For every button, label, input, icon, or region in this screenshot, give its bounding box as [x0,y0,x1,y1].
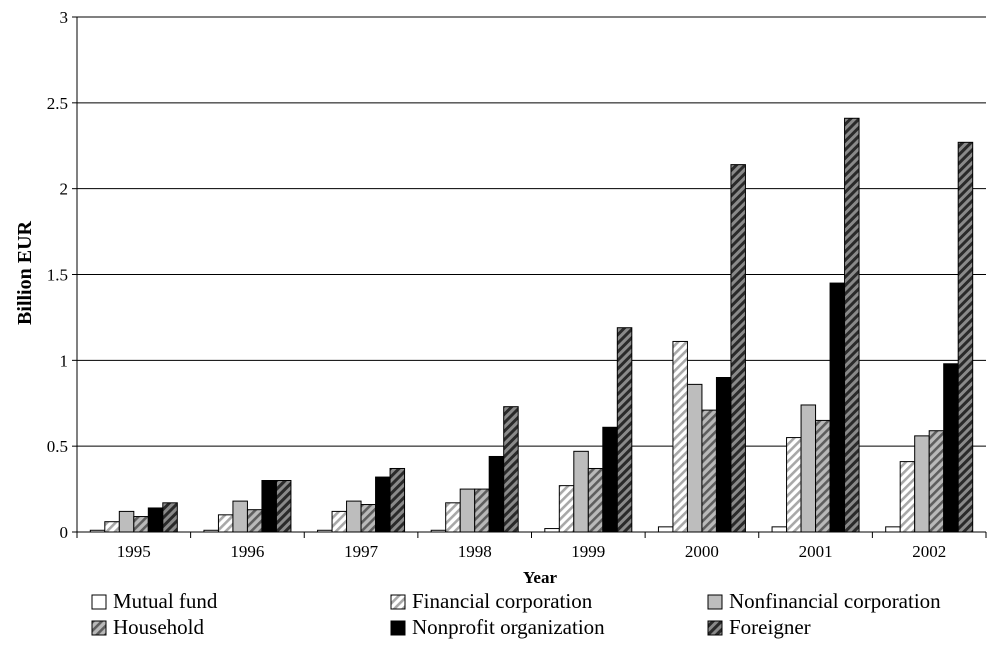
legend-swatch [91,594,107,610]
y-tick-label: 1 [60,351,69,370]
legend-swatch [390,594,406,610]
legend-label: Mutual fund [113,589,218,613]
bar [558,485,575,533]
bar [928,430,945,533]
bar [246,509,263,533]
bar [844,117,860,533]
x-tick-label: 2002 [912,542,946,561]
bar [118,510,135,533]
bar [829,282,846,533]
bar [616,327,633,533]
bar [360,504,377,533]
bar [943,363,959,533]
y-tick-label: 2 [60,180,69,199]
x-tick-labels: 1995 1996 1997 1998 1999 2000 2001 2002 [117,542,946,561]
bar [459,488,476,533]
bar [730,164,746,533]
legend-label: Foreigner [729,615,811,639]
bar [389,467,406,533]
bar [899,461,916,533]
legend-label: Financial corporation [412,589,593,613]
y-tick-label: 2.5 [47,94,68,113]
x-tick-label: 2001 [799,542,833,561]
bar [957,141,974,533]
bar [162,502,178,533]
axes [76,17,987,538]
bar [914,435,930,533]
x-tick-label: 1997 [344,542,379,561]
bar [503,406,519,533]
bar [544,528,560,533]
legend: Mutual fund Financial corporation Nonfinan… [91,589,941,639]
bar [602,426,618,533]
bar [573,450,589,533]
y-tick-labels: 0 0.5 1 1.5 2 2.5 3 [47,8,68,542]
bar [232,500,248,533]
legend-swatch [91,620,107,636]
x-axis-label: Year [523,568,557,587]
bars [89,117,974,533]
legend-label: Nonfinancial corporation [729,589,941,613]
bar [217,514,234,533]
x-tick-label: 2000 [685,542,719,561]
bar [445,502,461,533]
bar [474,488,490,533]
bar [375,476,391,533]
bar [133,516,149,533]
bar [261,480,277,533]
legend-label: Nonprofit organization [412,615,605,639]
y-tick-label: 3 [60,8,69,27]
y-tick-label: 0 [60,523,69,542]
bar [701,409,717,533]
bar [275,480,292,533]
bar [715,377,732,533]
legend-swatch [707,620,723,636]
legend-label: Household [113,615,204,639]
x-tick-label: 1998 [458,542,492,561]
bar [885,526,901,533]
bar [672,340,688,533]
bar [331,510,348,533]
bar [587,467,604,533]
x-tick-label: 1999 [571,542,605,561]
bar [800,404,817,533]
y-tick-label: 0.5 [47,437,68,456]
y-tick-label: 1.5 [47,266,68,285]
bar [771,526,788,533]
bar [147,507,164,533]
bar [657,526,674,533]
x-tick-label: 1995 [117,542,151,561]
legend-swatch [390,620,406,636]
bar [346,500,362,533]
bar [786,437,802,533]
y-axis-label: Billion EUR [14,220,36,324]
bar [815,419,831,533]
bar [686,383,703,533]
legend-swatch [707,594,723,610]
bar [488,455,505,533]
bar [104,521,120,533]
x-tick-label: 1996 [230,542,264,561]
